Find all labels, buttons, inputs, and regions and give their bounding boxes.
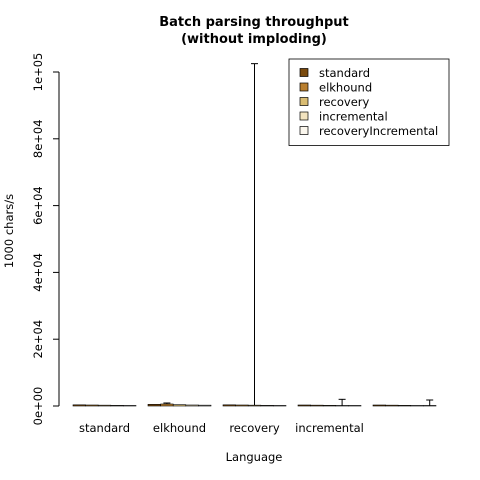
bar xyxy=(322,405,337,407)
x-tick-label: elkhound xyxy=(153,421,206,435)
legend-label: recovery xyxy=(319,95,370,109)
y-tick-label: 4e+04 xyxy=(31,253,45,292)
bar xyxy=(160,403,174,407)
bar xyxy=(235,404,249,407)
bar xyxy=(222,404,236,407)
bar xyxy=(97,404,112,407)
chart-title-line-1: Batch parsing throughput xyxy=(159,15,349,30)
legend-swatch xyxy=(299,111,309,121)
y-tick-label: 1e+05 xyxy=(31,53,45,92)
bar xyxy=(110,405,124,407)
error-bars xyxy=(163,63,434,406)
x-tick-labels: standard elkhound recovery incremental xyxy=(79,421,364,435)
legend-label: standard xyxy=(319,66,370,80)
legend-swatch xyxy=(299,68,309,77)
bar xyxy=(385,404,399,407)
legend: standardelkhoundrecoveryincrementalrecov… xyxy=(288,58,450,146)
legend-swatch xyxy=(299,82,309,92)
bars xyxy=(72,403,437,407)
legend-swatch xyxy=(299,97,309,106)
legend-label: incremental xyxy=(319,110,388,124)
bar xyxy=(372,404,386,407)
bar xyxy=(310,404,324,407)
y-tick-label: 8e+04 xyxy=(31,119,45,158)
bar xyxy=(185,404,199,407)
legend-box xyxy=(288,58,450,146)
bar xyxy=(335,405,349,407)
bar xyxy=(123,405,137,407)
legend-label: elkhound xyxy=(319,81,372,95)
y-axis-label: 1000 chars/s xyxy=(2,194,16,268)
bar xyxy=(198,404,212,407)
legend-label: recoveryIncremental xyxy=(319,124,438,138)
bar xyxy=(85,404,99,407)
x-tick-label: incremental xyxy=(295,421,364,435)
y-axis: 0e+00 2e+04 4e+04 6e+04 8e+04 1e+05 xyxy=(31,53,60,426)
bar xyxy=(397,405,412,407)
bar xyxy=(72,404,86,407)
y-tick-label: 6e+04 xyxy=(31,186,45,225)
bar xyxy=(410,405,424,407)
legend-swatch xyxy=(299,126,309,135)
y-tick-label: 0e+00 xyxy=(31,387,45,426)
x-tick-label: recovery xyxy=(229,421,280,435)
bar xyxy=(273,405,287,407)
x-axis-label: Language xyxy=(226,450,283,464)
y-tick-label: 2e+04 xyxy=(31,320,45,359)
bar xyxy=(297,404,311,407)
chart-title-line-2: (without imploding) xyxy=(181,32,327,47)
bar xyxy=(172,404,187,407)
x-tick-label: standard xyxy=(79,421,130,435)
bar xyxy=(147,404,161,407)
bar xyxy=(348,405,362,407)
bar xyxy=(260,405,274,407)
bar xyxy=(247,404,262,407)
